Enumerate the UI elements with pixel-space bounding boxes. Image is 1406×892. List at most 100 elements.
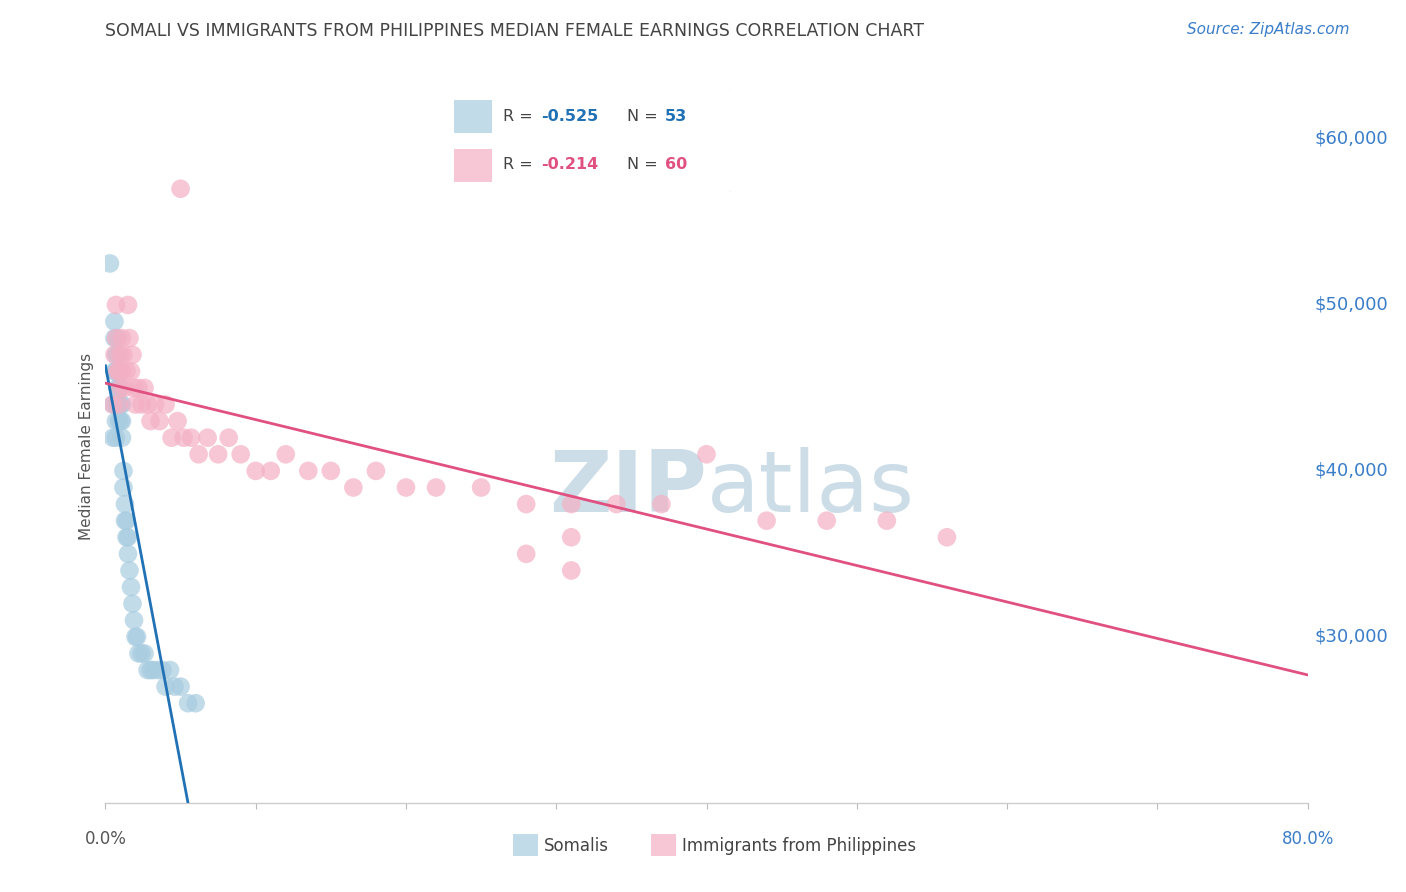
Point — [177, 696, 200, 710]
Point — [605, 497, 627, 511]
Point — [207, 447, 229, 461]
Point — [122, 613, 145, 627]
Point — [125, 630, 148, 644]
Point — [297, 464, 319, 478]
Point — [114, 497, 136, 511]
Point — [110, 414, 132, 428]
Point — [117, 298, 139, 312]
Text: $40,000: $40,000 — [1315, 462, 1388, 480]
Point — [121, 348, 143, 362]
Point — [108, 397, 131, 411]
Point — [112, 464, 135, 478]
Point — [104, 397, 127, 411]
Point — [120, 364, 142, 378]
Text: -0.525: -0.525 — [541, 110, 598, 124]
Point — [650, 497, 672, 511]
Point — [103, 331, 125, 345]
Bar — [454, 149, 492, 181]
Point — [110, 381, 132, 395]
Point — [118, 331, 141, 345]
FancyBboxPatch shape — [437, 88, 734, 193]
Bar — [454, 101, 492, 133]
Point — [111, 414, 134, 428]
Point — [169, 680, 191, 694]
Point — [112, 481, 135, 495]
Point — [515, 547, 537, 561]
Point — [146, 663, 169, 677]
Point — [101, 431, 124, 445]
Point — [124, 630, 146, 644]
Point — [110, 397, 132, 411]
Point — [114, 381, 136, 395]
Text: $60,000: $60,000 — [1315, 130, 1388, 148]
Text: $30,000: $30,000 — [1315, 628, 1388, 646]
Point — [136, 663, 159, 677]
Point — [101, 397, 124, 411]
Point — [111, 364, 134, 378]
Point — [560, 497, 582, 511]
Point — [342, 481, 364, 495]
Point — [163, 680, 186, 694]
Point — [107, 397, 129, 411]
Point — [696, 447, 718, 461]
Point — [155, 680, 177, 694]
Y-axis label: Median Female Earnings: Median Female Earnings — [79, 352, 94, 540]
Point — [107, 331, 129, 345]
Text: ZIP: ZIP — [548, 447, 707, 531]
Point — [115, 530, 138, 544]
Point — [876, 514, 898, 528]
Point — [103, 314, 125, 328]
Point — [936, 530, 959, 544]
Text: 60: 60 — [665, 157, 688, 171]
Text: Immigrants from Philippines: Immigrants from Philippines — [682, 837, 917, 855]
Point — [425, 481, 447, 495]
Point — [155, 397, 177, 411]
Point — [319, 464, 342, 478]
Point — [187, 447, 209, 461]
Point — [104, 348, 127, 362]
Point — [152, 663, 174, 677]
Point — [107, 364, 129, 378]
Point — [122, 381, 145, 395]
Text: R =: R = — [503, 110, 538, 124]
Text: N =: N = — [627, 110, 664, 124]
Point — [134, 647, 156, 661]
Text: atlas: atlas — [707, 447, 914, 531]
Point — [143, 397, 166, 411]
Point — [395, 481, 418, 495]
Point — [101, 397, 124, 411]
Point — [159, 663, 181, 677]
Point — [160, 431, 183, 445]
Point — [274, 447, 297, 461]
Point — [180, 431, 202, 445]
Point — [139, 414, 162, 428]
Point — [136, 397, 159, 411]
Point — [148, 414, 170, 428]
Point — [110, 348, 132, 362]
Point — [108, 414, 131, 428]
Point — [108, 364, 131, 378]
Point — [184, 696, 207, 710]
Point — [107, 348, 129, 362]
Point — [115, 364, 138, 378]
Point — [108, 381, 131, 395]
Point — [111, 431, 134, 445]
Point — [260, 464, 283, 478]
Text: Somalis: Somalis — [544, 837, 609, 855]
Point — [110, 381, 132, 395]
Point — [560, 564, 582, 578]
Text: 53: 53 — [665, 110, 688, 124]
Text: $50,000: $50,000 — [1315, 296, 1388, 314]
Point — [470, 481, 492, 495]
Point — [139, 663, 162, 677]
Point — [104, 364, 127, 378]
Point — [124, 397, 146, 411]
Point — [117, 530, 139, 544]
Point — [815, 514, 838, 528]
Point — [117, 547, 139, 561]
Point — [169, 182, 191, 196]
Point — [229, 447, 252, 461]
Point — [218, 431, 240, 445]
Point — [104, 414, 127, 428]
Point — [173, 431, 195, 445]
